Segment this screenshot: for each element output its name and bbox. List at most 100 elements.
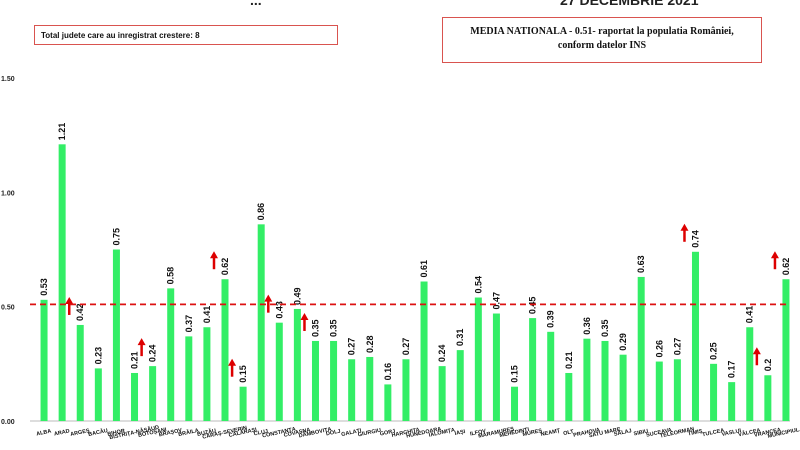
bar — [547, 331, 555, 421]
data-label: 0.24 — [148, 345, 158, 363]
data-label: 0.49 — [292, 287, 302, 305]
bar — [76, 324, 84, 421]
data-label: 0.41 — [745, 306, 755, 324]
bar — [402, 359, 410, 421]
bar — [348, 359, 356, 421]
increase-arrow-head — [680, 223, 689, 231]
data-label: 0.31 — [455, 329, 465, 347]
bar — [456, 350, 464, 421]
data-label: 0.35 — [329, 319, 339, 337]
category-label: ILFOV — [470, 428, 487, 437]
y-tick-label: 1.50 — [1, 76, 15, 83]
bar — [257, 224, 265, 421]
bar — [94, 368, 102, 421]
bar — [601, 340, 609, 421]
data-label: 0.21 — [564, 351, 574, 369]
bar — [384, 384, 392, 421]
data-label: 0.16 — [383, 363, 393, 381]
category-label: GORJ — [379, 428, 396, 437]
bar — [474, 297, 482, 421]
category-label: TULCEA — [702, 428, 725, 439]
data-label: 0.15 — [510, 365, 520, 383]
national-average-line2: conform datelor INS — [557, 40, 647, 51]
bar — [330, 340, 338, 421]
bar — [203, 327, 211, 421]
data-label: 0.54 — [473, 276, 483, 294]
category-label: GIURGIU — [357, 428, 381, 439]
data-label: 0.27 — [347, 338, 357, 356]
bar — [58, 144, 66, 421]
bar — [710, 363, 718, 421]
bar — [40, 299, 48, 421]
category-label: SUCEAVA — [646, 427, 673, 438]
bar — [149, 366, 157, 421]
data-label: 0.86 — [256, 203, 266, 221]
category-label: BOTOȘANI — [138, 427, 168, 439]
category-label: MUREȘ — [522, 428, 543, 438]
bar — [185, 336, 193, 421]
data-label: 0.35 — [600, 319, 610, 337]
category-label: BUZĂU — [196, 427, 216, 438]
bar — [655, 361, 663, 421]
data-label: 0.61 — [419, 260, 429, 278]
category-label: HARGHITA — [391, 427, 420, 439]
bar — [637, 276, 645, 421]
data-label: 0.26 — [654, 340, 664, 358]
category-label: ARAD — [54, 428, 71, 437]
growth-count-text: Total judete care au inregistrat crester… — [41, 31, 200, 40]
data-label: 0.43 — [274, 301, 284, 319]
category-label: GALAȚI — [341, 428, 363, 438]
category-label: BACĂU — [88, 427, 109, 438]
increase-arrow-head — [752, 347, 761, 355]
bar — [239, 386, 247, 421]
increase-arrow-head — [137, 338, 146, 346]
data-label: 0.27 — [401, 338, 411, 356]
increase-arrow-head — [264, 294, 273, 302]
bar — [746, 327, 754, 421]
bar — [764, 375, 772, 421]
bar — [438, 366, 446, 421]
category-label: TIMIȘ — [687, 428, 703, 437]
bar — [673, 359, 681, 421]
bar — [221, 279, 229, 421]
increase-arrow-head — [300, 312, 309, 320]
increase-arrow-head — [228, 358, 237, 366]
data-label: 0.53 — [39, 278, 49, 296]
data-label: 0.21 — [130, 351, 140, 369]
category-label: ALBA — [36, 428, 52, 437]
y-tick-label: 0.50 — [1, 305, 15, 312]
bar — [311, 340, 319, 421]
data-label: 0.24 — [437, 345, 447, 363]
bar — [112, 249, 120, 421]
category-label: DOLJ — [326, 429, 342, 438]
category-label: CLUJ — [253, 429, 268, 438]
data-label: 0.28 — [365, 335, 375, 353]
category-label: BRĂILA — [178, 427, 200, 438]
bar — [366, 356, 374, 421]
category-label: IAȘI — [454, 429, 466, 437]
data-label: 0.36 — [582, 317, 592, 335]
category-label: BIHOR — [107, 428, 126, 438]
bar — [529, 318, 537, 421]
bar — [167, 288, 175, 421]
data-label: 0.37 — [184, 315, 194, 333]
category-label: NEAMȚ — [540, 428, 561, 438]
data-label: 1.21 — [57, 123, 67, 141]
data-label: 0.15 — [238, 365, 248, 383]
category-label: IALOMIȚA — [428, 427, 455, 438]
data-label: 0.58 — [166, 267, 176, 285]
category-label: VÂLCEA — [738, 427, 762, 439]
national-average-box: MEDIA NATIONALA - 0.51- raportat la popu… — [442, 17, 762, 63]
data-label: 0.62 — [220, 258, 230, 276]
data-label: 0.41 — [202, 306, 212, 324]
bar — [492, 313, 500, 421]
y-tick-label: 1.00 — [1, 190, 15, 197]
bar — [728, 382, 736, 421]
increase-arrow-head — [210, 251, 218, 259]
category-label: COVASNA — [283, 427, 311, 439]
data-label: 0.39 — [546, 310, 556, 328]
data-label: 0.42 — [75, 303, 85, 321]
data-label: 0.25 — [709, 342, 719, 360]
data-label: 0.62 — [781, 258, 791, 276]
